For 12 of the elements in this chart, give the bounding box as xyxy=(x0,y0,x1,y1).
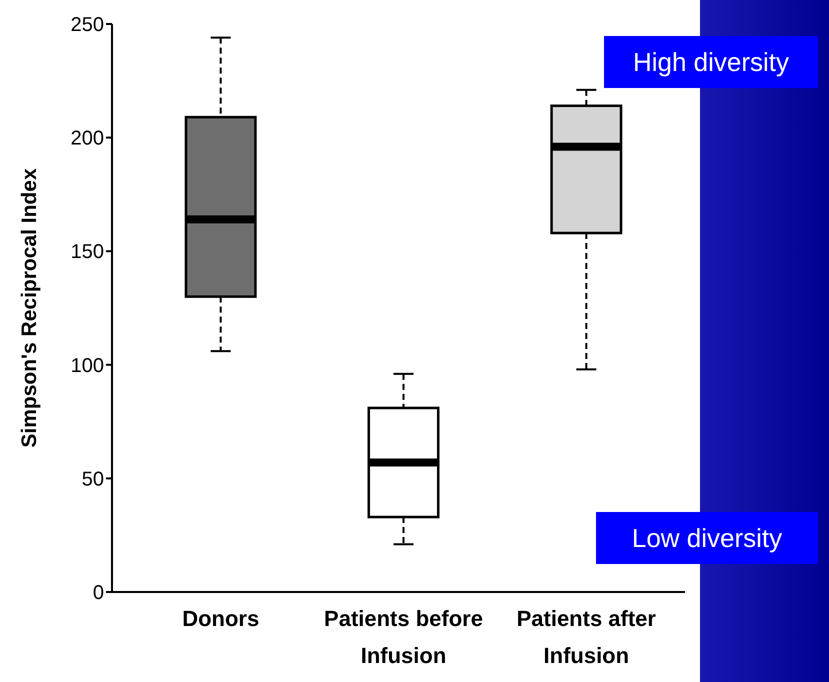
annotation: Low diversity xyxy=(632,523,782,554)
y-axis-title: Simpson's Reciprocal Index xyxy=(18,168,41,448)
x-tick-label: Patients after Infusion xyxy=(516,606,656,668)
x-tick-label: Donors xyxy=(182,606,260,631)
y-tick-label: 150 xyxy=(70,241,104,264)
y-tick-label: 250 xyxy=(70,14,104,36)
y-tick-label: 0 xyxy=(92,582,104,604)
y-tick-label: 200 xyxy=(70,128,104,150)
y-tick-label: 50 xyxy=(82,468,104,490)
x-tick-label: Patients before Infusion xyxy=(324,606,483,668)
y-tick-label: 100 xyxy=(70,354,104,377)
annotation: High diversity xyxy=(632,47,790,78)
